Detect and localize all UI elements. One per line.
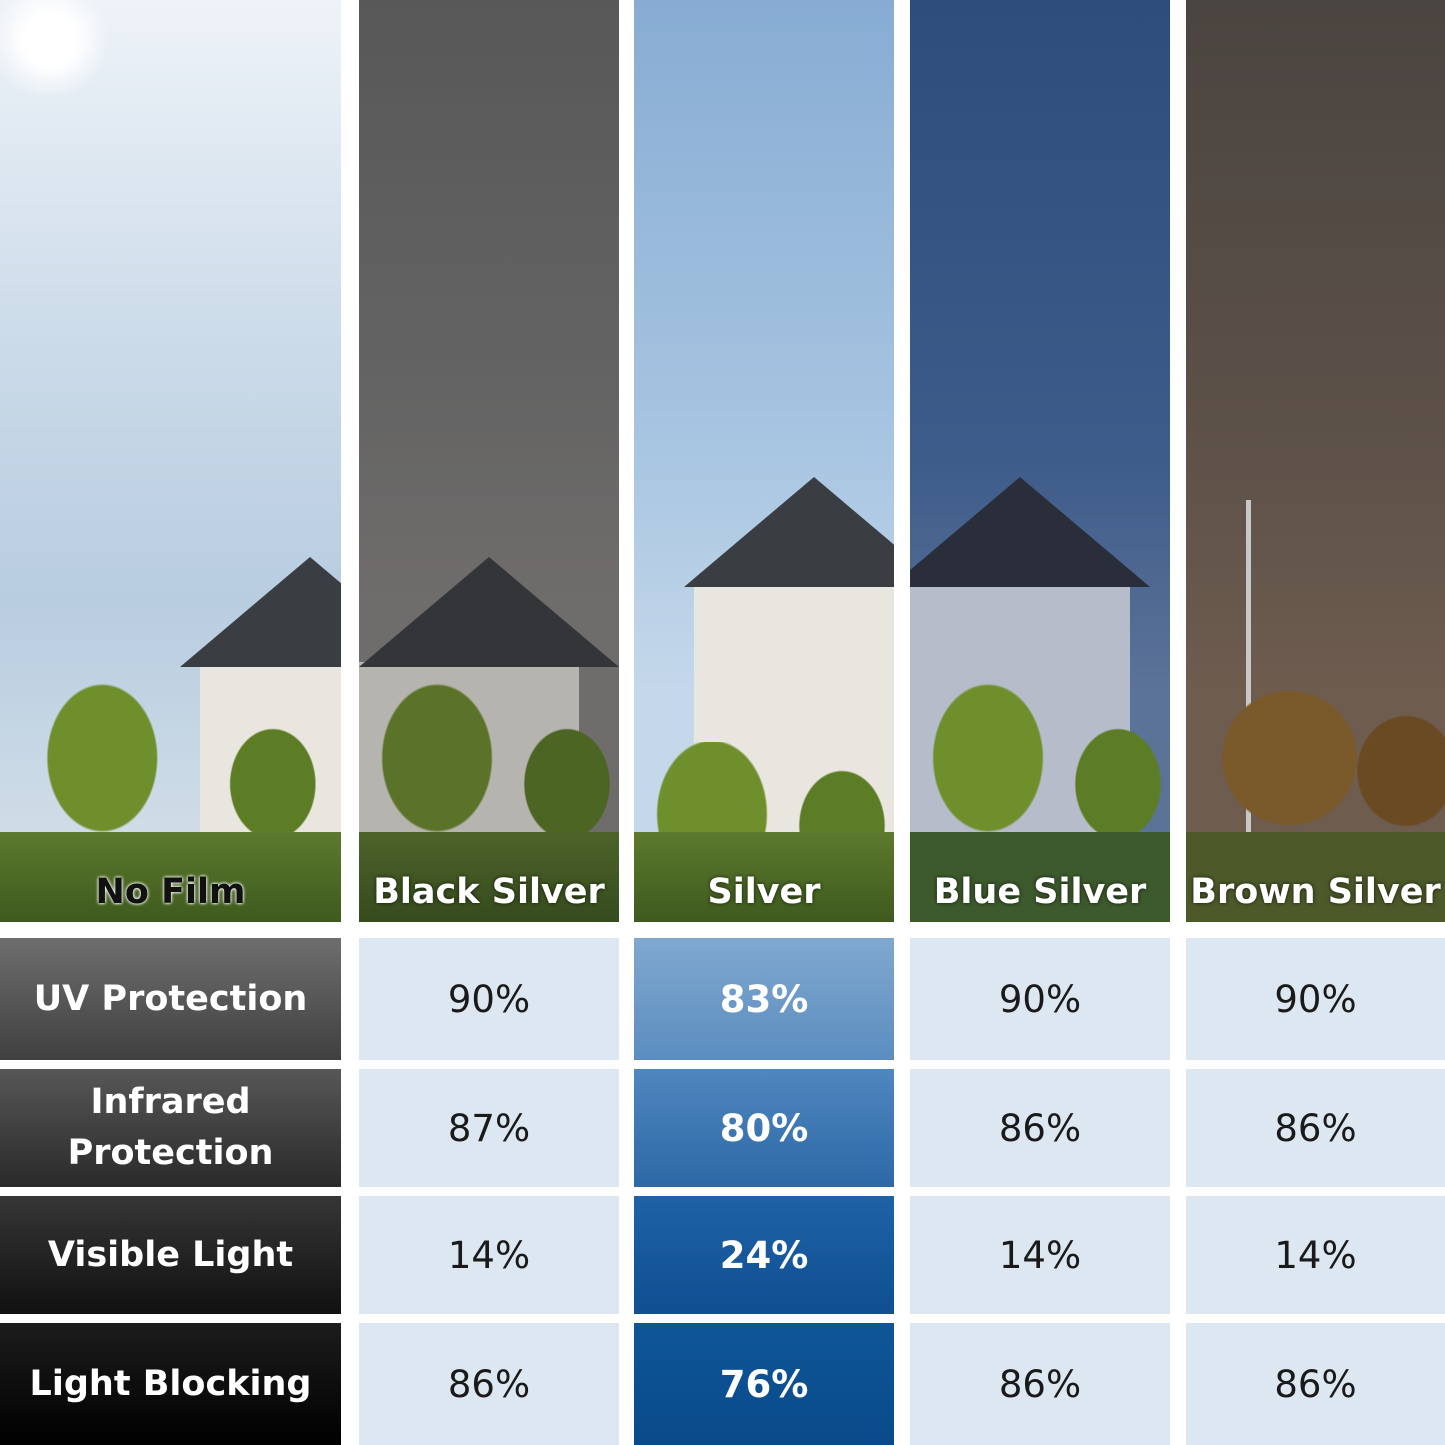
value-cell: 86% (1186, 1069, 1445, 1187)
column-label: Brown Silver (1190, 872, 1441, 912)
row-label-blocking: Light Blocking (0, 1323, 341, 1445)
value-cell: 86% (910, 1069, 1170, 1187)
panel-no-film: No Film (0, 0, 341, 922)
value-cell: 90% (910, 938, 1170, 1060)
column-label: Blue Silver (933, 872, 1147, 912)
row-label-visible: Visible Light (0, 1196, 341, 1314)
value-cell: 87% (359, 1069, 619, 1187)
row-label-uv: UV Protection (0, 938, 341, 1060)
value-cell: 83% (634, 938, 894, 1060)
value-cell: 14% (910, 1196, 1170, 1314)
value-cell: 76% (634, 1323, 894, 1445)
value-cell: 86% (910, 1323, 1170, 1445)
value-cell: 14% (359, 1196, 619, 1314)
column-label: No Film (95, 872, 246, 912)
value-cell: 90% (1186, 938, 1445, 1060)
value-cell: 14% (1186, 1196, 1445, 1314)
value-cell: 80% (634, 1069, 894, 1187)
value-cell: 90% (359, 938, 619, 1060)
column-label: Black Silver (373, 872, 605, 912)
panel-brown-silver: Brown Silver (1186, 0, 1445, 922)
value-cell: 86% (359, 1323, 619, 1445)
row-label-infrared: Infrared Protection (0, 1069, 341, 1187)
value-cell: 86% (1186, 1323, 1445, 1445)
column-label: Silver (707, 872, 821, 912)
value-cell: 24% (634, 1196, 894, 1314)
panel-silver: Silver (634, 0, 894, 922)
panel-black-silver: Black Silver (359, 0, 619, 922)
panel-blue-silver: Blue Silver (910, 0, 1170, 922)
